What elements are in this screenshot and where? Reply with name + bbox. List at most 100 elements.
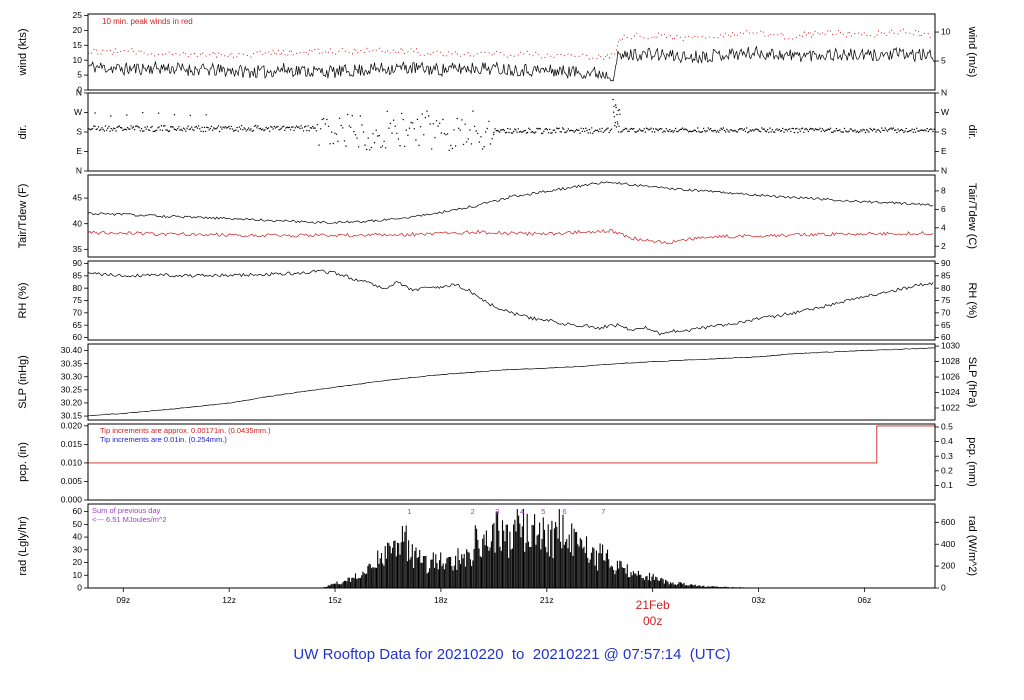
scatter-point bbox=[882, 129, 884, 131]
y-tick-label: S bbox=[941, 127, 947, 137]
scatter-point bbox=[636, 130, 638, 133]
scatter-point bbox=[501, 129, 503, 131]
scatter-point bbox=[674, 127, 677, 130]
scatter-point bbox=[861, 130, 863, 132]
scatter-point bbox=[277, 126, 279, 128]
scatter-point bbox=[242, 129, 244, 131]
y-tick-label: 1028 bbox=[941, 356, 960, 366]
scatter-point bbox=[310, 127, 313, 129]
scatter-point bbox=[836, 129, 839, 132]
scatter-point bbox=[334, 132, 336, 134]
scatter-point bbox=[701, 131, 704, 133]
scatter-point bbox=[573, 131, 575, 133]
scatter-point bbox=[677, 131, 679, 133]
scatter-point bbox=[529, 128, 531, 131]
scatter-point bbox=[429, 123, 431, 125]
peak-marker: 7 bbox=[601, 507, 605, 516]
scatter-point bbox=[252, 129, 255, 132]
scatter-point bbox=[365, 148, 368, 151]
scatter-point bbox=[793, 131, 796, 134]
scatter-point bbox=[531, 131, 533, 133]
scatter-point bbox=[865, 129, 868, 131]
scatter-point bbox=[138, 127, 140, 129]
scatter-point bbox=[278, 129, 280, 131]
panel-slp: 30.15 30.20 30.25 30.30 30.35 30.40 1022 1024 10… bbox=[17, 341, 978, 421]
scatter-point bbox=[338, 117, 341, 120]
scatter-point bbox=[213, 127, 215, 129]
scatter-point bbox=[299, 127, 301, 130]
scatter-point bbox=[670, 130, 672, 133]
scatter-point bbox=[511, 132, 514, 134]
scatter-point bbox=[151, 125, 153, 128]
scatter-point bbox=[535, 131, 537, 133]
scatter-point bbox=[868, 131, 870, 133]
scatter-point bbox=[608, 131, 610, 134]
scatter-point bbox=[879, 131, 882, 133]
scatter-point bbox=[394, 125, 396, 128]
scatter-point bbox=[206, 126, 208, 128]
scatter-point bbox=[790, 130, 792, 133]
scatter-point bbox=[532, 131, 535, 134]
scatter-point bbox=[439, 122, 441, 124]
y-tick-label: 30 bbox=[73, 544, 83, 554]
scatter-point bbox=[668, 130, 670, 133]
scatter-point bbox=[776, 128, 778, 130]
scatter-point bbox=[286, 126, 288, 128]
scatter-point bbox=[326, 118, 328, 121]
scatter-point bbox=[525, 132, 528, 134]
scatter-point bbox=[184, 128, 186, 130]
scatter-point bbox=[843, 127, 846, 130]
scatter-point bbox=[669, 128, 671, 131]
scatter-point bbox=[704, 130, 706, 132]
scatter-point bbox=[607, 127, 609, 129]
scatter-point bbox=[440, 132, 442, 134]
scatter-point bbox=[235, 129, 237, 131]
scatter-point bbox=[916, 127, 918, 129]
y-tick-label: 15 bbox=[73, 40, 83, 50]
scatter-point bbox=[846, 131, 848, 133]
scatter-point bbox=[126, 114, 128, 116]
scatter-point bbox=[388, 127, 390, 129]
scatter-point bbox=[181, 129, 183, 132]
scatter-point bbox=[538, 127, 540, 130]
y-tick-label: 5 bbox=[77, 70, 82, 80]
y-tick-label: 30.15 bbox=[61, 411, 83, 421]
scatter-point bbox=[631, 128, 634, 130]
scatter-point bbox=[186, 127, 188, 129]
scatter-point bbox=[427, 115, 430, 117]
scatter-point bbox=[116, 126, 118, 129]
scatter-point bbox=[796, 127, 798, 130]
scatter-point bbox=[818, 129, 820, 131]
scatter-point bbox=[600, 130, 602, 133]
scatter-point bbox=[585, 127, 587, 129]
scatter-point bbox=[892, 127, 895, 129]
scatter-point bbox=[228, 125, 230, 128]
scatter-point bbox=[246, 128, 249, 131]
scatter-point bbox=[619, 113, 621, 116]
peak-marker: 2 bbox=[471, 507, 475, 516]
scatter-point bbox=[191, 126, 193, 128]
scatter-point bbox=[517, 128, 519, 130]
panel-wind: 0 5 10 15 20 25 5 10 wind (kts) wind (m/s) 10 min.… bbox=[17, 10, 978, 95]
y-tick-label: 0 bbox=[77, 85, 82, 95]
scatter-point bbox=[543, 130, 545, 132]
scatter-point bbox=[453, 129, 455, 131]
scatter-point bbox=[236, 126, 238, 129]
scatter-point bbox=[480, 136, 482, 138]
scatter-point bbox=[133, 129, 136, 131]
scatter-point bbox=[423, 134, 425, 136]
scatter-point bbox=[798, 128, 800, 130]
scatter-point bbox=[205, 114, 207, 116]
scatter-point bbox=[121, 127, 123, 129]
scatter-point bbox=[234, 129, 236, 132]
scatter-point bbox=[637, 130, 640, 132]
scatter-point bbox=[599, 128, 601, 130]
scatter-point bbox=[348, 125, 350, 127]
scatter-point bbox=[97, 126, 100, 128]
scatter-point bbox=[351, 115, 353, 117]
scatter-point bbox=[554, 131, 557, 134]
scatter-point bbox=[288, 126, 291, 128]
scatter-point bbox=[814, 128, 817, 130]
scatter-point bbox=[327, 125, 330, 128]
scatter-point bbox=[402, 118, 404, 121]
